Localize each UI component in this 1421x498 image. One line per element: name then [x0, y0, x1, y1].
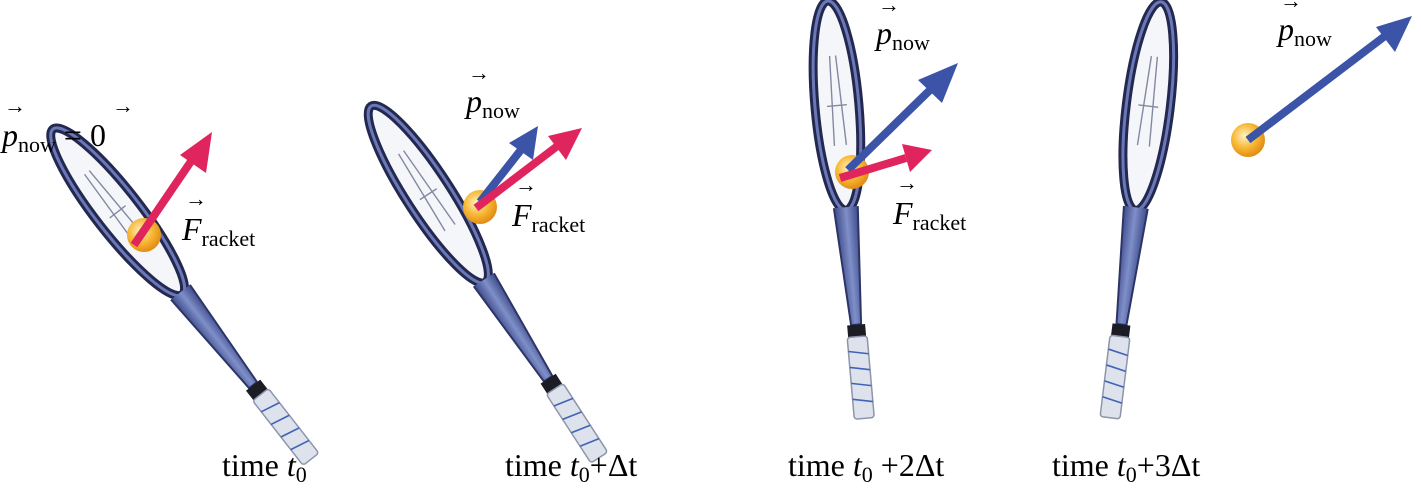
vector-arrow-over-f: → — [515, 172, 537, 197]
vector-arrow-over-f: → — [185, 186, 207, 211]
vector-arrow-over-zero: → — [112, 93, 134, 118]
time-label: time t0 — [222, 447, 307, 487]
force-label: Fracket — [892, 195, 966, 235]
vector-arrow-over-p: → — [1280, 0, 1302, 13]
force-label: Fracket — [181, 211, 255, 251]
momentum-arrow — [476, 126, 538, 205]
racket — [1088, 0, 1183, 420]
momentum-label: pnow — [464, 83, 520, 123]
momentum-label: pnow — [1276, 11, 1332, 51]
force-arrow — [838, 144, 932, 182]
racket — [806, 0, 886, 420]
momentum-arrow — [845, 63, 958, 173]
vector-arrow-over-p: → — [4, 93, 26, 118]
vector-arrow-over-p: → — [468, 60, 490, 85]
force-arrow — [130, 132, 212, 248]
momentum-arrow — [1245, 16, 1412, 144]
time-label: time t0+3Δt — [1052, 447, 1200, 487]
time-label: time t0 +2Δt — [788, 447, 944, 487]
time-label: time t0+Δt — [505, 447, 637, 487]
panel-time-t0: pnow = 0 → → Fracket → time t0 — [0, 93, 328, 487]
panel-time-t0-plus-3dt: pnow → time t0+3Δt — [1052, 0, 1412, 487]
vector-arrow-over-p: → — [878, 0, 900, 17]
vector-arrow-over-f: → — [896, 170, 918, 195]
momentum-label: pnow = 0 — [0, 117, 106, 157]
momentum-label: pnow — [874, 15, 930, 55]
force-arrow — [473, 128, 582, 212]
panel-time-t0-plus-dt: pnow → Fracket → time t0+Δt — [353, 60, 637, 487]
racket — [353, 94, 618, 469]
panel-time-t0-plus-2dt: pnow → Fracket → time t0 +2Δt — [788, 0, 966, 487]
force-label: Fracket — [511, 197, 585, 237]
